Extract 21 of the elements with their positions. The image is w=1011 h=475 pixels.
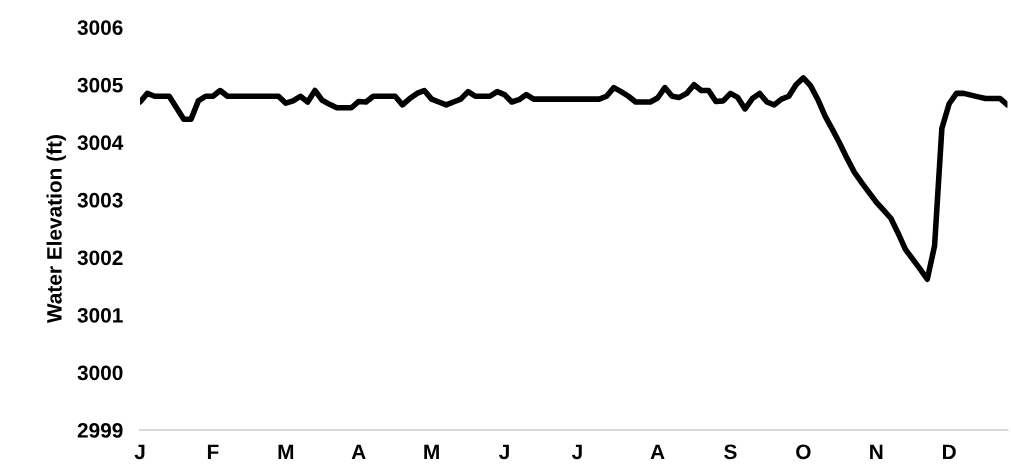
y-tick-label: 2999 (77, 423, 123, 438)
y-tick-label: 3000 (77, 365, 123, 381)
x-tick-label: A (351, 444, 366, 459)
x-tick-label: J (571, 444, 582, 460)
x-tick-label: S (724, 444, 737, 460)
x-tick-label: N (870, 444, 883, 459)
x-tick-label: D (943, 444, 956, 459)
y-tick-label: 3005 (77, 77, 123, 93)
x-tick-label: M (278, 444, 294, 459)
y-tick-label: 3003 (77, 192, 123, 208)
x-tick-label: J (499, 444, 509, 460)
x-tick-label: A (650, 444, 665, 459)
y-axis-title: Water Elevation (ft) (46, 135, 66, 324)
y-tick-label: 3006 (77, 20, 123, 35)
x-tick-label: F (207, 444, 219, 459)
y-tick-label: 3001 (77, 307, 123, 323)
y-tick-label: 3004 (77, 135, 124, 151)
y-tick-label: 3002 (77, 250, 123, 266)
x-tick-label: J (134, 444, 145, 460)
x-tick-label: M (424, 444, 439, 459)
x-tick-label: O (796, 444, 811, 460)
